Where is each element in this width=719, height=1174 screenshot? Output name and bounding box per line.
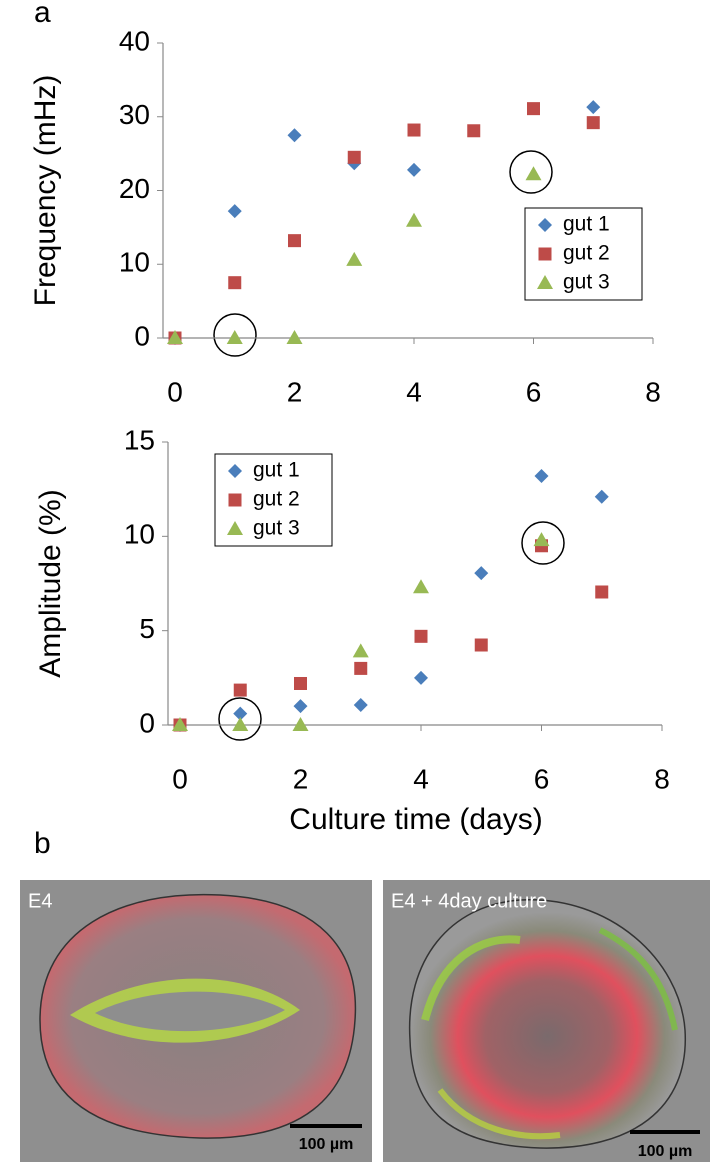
marker [233, 706, 248, 721]
x-tick-label: 8 [654, 763, 670, 794]
x-tick-label: 0 [172, 763, 188, 794]
marker [594, 489, 609, 504]
marker [227, 204, 242, 219]
marker [467, 124, 481, 138]
y-tick-label: 0 [134, 320, 150, 351]
x-axis-label: Culture time (days) [289, 803, 542, 836]
annotation-circle [218, 697, 262, 741]
marker [286, 330, 303, 344]
marker [226, 330, 243, 344]
y-tick-label: 40 [119, 25, 150, 56]
legend-label: gut 1 [253, 459, 300, 482]
annotation-circle [213, 313, 257, 357]
y-axis-label: Frequency (mHz) [29, 75, 62, 307]
marker [233, 683, 247, 697]
marker [474, 638, 488, 652]
marker [354, 661, 368, 675]
y-tick-label: 20 [119, 173, 150, 204]
marker [353, 698, 368, 713]
legend-label: gut 3 [253, 517, 300, 540]
scale-bar-label: 100 µm [299, 1136, 354, 1153]
marker [527, 102, 540, 116]
x-tick-label: 6 [534, 763, 550, 794]
x-tick-label: 8 [645, 376, 661, 407]
legend-label: gut 2 [563, 242, 610, 265]
image-label: E4 + 4day culture [391, 890, 547, 912]
y-tick-label: 10 [119, 247, 150, 278]
marker [228, 276, 242, 290]
marker [525, 166, 542, 181]
legend-marker [537, 275, 553, 289]
legend-label: gut 1 [563, 213, 610, 236]
marker [586, 100, 601, 115]
y-tick-label: 30 [119, 99, 150, 130]
x-tick-label: 4 [413, 763, 429, 794]
legend-marker [538, 218, 552, 232]
y-tick-label: 10 [124, 519, 155, 550]
legend-marker [227, 521, 243, 535]
marker [172, 717, 188, 731]
legend-label: gut 3 [563, 271, 610, 294]
marker [595, 585, 609, 599]
marker [586, 116, 600, 130]
marker [407, 123, 421, 137]
legend-label: gut 2 [253, 488, 300, 511]
x-tick-label: 0 [167, 376, 183, 407]
micrograph: E4 100 µm [20, 880, 372, 1162]
marker [474, 566, 489, 581]
legend-marker [228, 464, 242, 478]
y-axis-label: Amplitude (%) [34, 489, 67, 677]
marker [414, 629, 428, 643]
marker [414, 670, 428, 685]
annotation-circle [521, 521, 565, 565]
marker [287, 128, 302, 143]
x-tick-label: 2 [293, 763, 309, 794]
marker [347, 150, 361, 164]
x-tick-label: 2 [287, 376, 303, 407]
annotation-circle [509, 150, 553, 194]
marker [293, 699, 308, 714]
x-tick-label: 4 [406, 376, 422, 407]
marker [232, 717, 249, 731]
y-tick-label: 15 [124, 424, 155, 455]
marker [288, 234, 301, 248]
marker [352, 643, 369, 658]
panel-label: a [34, 0, 51, 29]
y-tick-label: 0 [139, 707, 155, 738]
legend-marker [538, 247, 552, 261]
y-tick-label: 5 [139, 613, 155, 644]
legend-marker [228, 493, 242, 507]
marker [407, 162, 421, 177]
marker [413, 579, 429, 594]
micrograph: E4 + 4day culture 100 µm [383, 880, 710, 1162]
marker [533, 532, 550, 547]
marker [406, 212, 422, 227]
scale-bar-label: 100 µm [638, 1143, 693, 1160]
marker [294, 676, 307, 690]
panel-label: b [34, 827, 51, 860]
marker [346, 251, 363, 266]
marker [292, 717, 309, 731]
image-label: E4 [28, 890, 52, 912]
x-tick-label: 6 [526, 376, 542, 407]
marker [534, 468, 549, 483]
marker [167, 330, 183, 344]
